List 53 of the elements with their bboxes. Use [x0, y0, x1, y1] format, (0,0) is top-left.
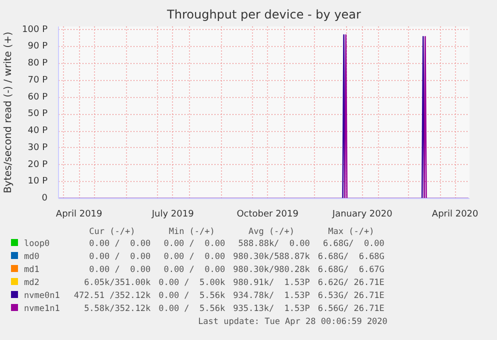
text: 6.05k/351.00k	[83, 277, 152, 290]
text: 935.13k/ 1.53P	[232, 303, 311, 316]
y-tick-label: 0	[42, 194, 48, 204]
text: 6.53G/ 26.71E	[316, 290, 386, 303]
text: 0.00 / 0.00	[162, 251, 226, 264]
y-tick-label: 40 P	[28, 126, 48, 136]
text: 0.00 / 0.00	[162, 264, 226, 277]
x-tick-label: April 2019	[56, 210, 103, 220]
legend-label: nvme0n1	[23, 290, 61, 303]
y-tick-label: 70 P	[28, 75, 48, 86]
text: 6.68G/ 6.67G	[316, 264, 386, 277]
legend-label: nvme1n1	[23, 303, 61, 316]
text: 472.51 /352.12k	[72, 290, 152, 303]
x-tick-label: January 2020	[331, 210, 393, 220]
text: 0.00 / 0.00	[88, 264, 152, 277]
text: Last update: Tue Apr 28 00:06:59 2020	[197, 316, 388, 329]
text: 0.00 / 5.56k	[158, 290, 226, 303]
y-axis-title: Bytes/second read (-) / write (+)	[3, 32, 14, 194]
text: 588.88k/ 0.00	[237, 238, 311, 251]
y-tick-label: 10 P	[28, 176, 48, 187]
text: 980.30k/980.28k	[232, 264, 311, 277]
text: 0.00 / 0.00	[88, 251, 152, 264]
text: 0.00 / 0.00	[162, 238, 226, 251]
text: 980.91k/ 1.53P	[232, 277, 311, 290]
y-tick-label: 100 P	[22, 24, 48, 35]
x-tick-label: October 2019	[236, 210, 299, 220]
text: 5.58k/352.12k	[83, 303, 152, 316]
text: Min (-/+)	[168, 227, 216, 238]
text: 6.56G/ 26.71E	[316, 303, 386, 316]
legend-label: md0	[23, 251, 40, 264]
legend-label: md1	[23, 264, 40, 277]
text: 980.30k/588.87k	[232, 251, 311, 264]
text: 0.00 / 5.56k	[158, 303, 226, 316]
text: 6.62G/ 26.71E	[316, 277, 386, 290]
y-tick-label: 80 P	[28, 58, 48, 69]
x-tick-label: April 2020	[432, 210, 479, 220]
y-tick-label: 30 P	[28, 142, 48, 153]
text: 0.00 / 0.00	[88, 238, 152, 251]
text: 934.78k/ 1.53P	[232, 290, 311, 303]
y-tick-label: 90 P	[28, 42, 48, 52]
y-tick-label: 20 P	[28, 160, 48, 170]
legend-label: md2	[23, 277, 40, 290]
y-tick-label: 60 P	[28, 92, 48, 102]
y-tick-label: 50 P	[28, 109, 48, 120]
text: 6.68G/ 6.68G	[316, 251, 386, 264]
text: 0.00 / 5.00k	[158, 277, 226, 290]
text: Avg (-/+)	[247, 227, 296, 238]
text: Max (-/+)	[327, 227, 376, 238]
x-tick-label: July 2019	[150, 210, 194, 220]
text: 6.68G/ 0.00	[322, 238, 386, 251]
legend-label: loop0	[23, 238, 51, 251]
chart-title: Throughput per device - by year	[166, 8, 362, 22]
text: Cur (-/+)	[88, 227, 136, 238]
